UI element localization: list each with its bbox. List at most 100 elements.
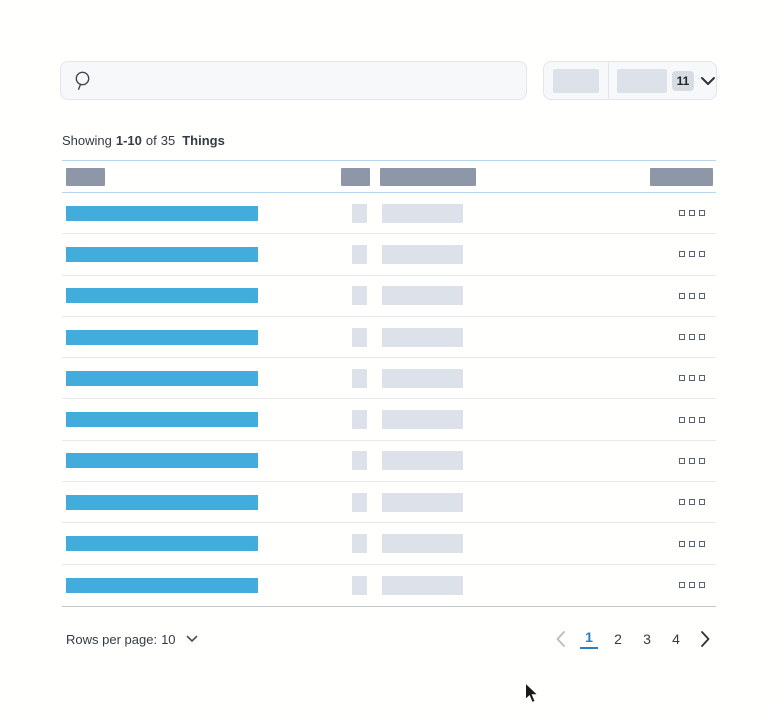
row-value-placeholder <box>382 368 463 388</box>
header-placeholder-col1 <box>66 167 105 186</box>
row-name-placeholder <box>66 370 258 386</box>
ellipsis-dot <box>699 210 705 217</box>
summary-range: 1-10 <box>115 133 142 148</box>
table-row <box>62 482 716 524</box>
row-status-placeholder <box>352 410 367 430</box>
header-placeholder-col4 <box>650 167 713 186</box>
row-name-placeholder <box>66 329 258 345</box>
ellipsis-dot <box>699 251 705 258</box>
row-value-placeholder <box>382 410 463 430</box>
row-actions-menu-button[interactable] <box>677 456 707 466</box>
rows-per-page-value: 10 <box>161 631 176 647</box>
row-value-placeholder <box>382 534 463 554</box>
row-value-placeholder <box>382 451 463 471</box>
ellipsis-dot <box>679 416 685 423</box>
ellipsis-dot <box>699 416 705 423</box>
ellipsis-dot <box>679 457 685 464</box>
count-badge: 11 <box>672 70 694 91</box>
table-row <box>62 565 716 606</box>
page-number-button[interactable]: 1 <box>580 627 598 649</box>
row-name-placeholder <box>66 577 258 593</box>
ellipsis-dot <box>699 292 705 299</box>
ellipsis-dot <box>689 540 695 547</box>
ellipsis-dot <box>699 499 705 506</box>
row-actions-menu-button[interactable] <box>677 291 707 301</box>
ellipsis-dot <box>699 540 705 547</box>
row-name-placeholder <box>66 494 258 510</box>
ellipsis-dot <box>689 375 695 382</box>
summary-entity: Things <box>182 133 225 148</box>
row-actions-menu-button[interactable] <box>677 497 707 507</box>
row-actions-menu-button[interactable] <box>677 208 707 218</box>
table-row <box>62 193 716 235</box>
ellipsis-dot <box>679 582 685 589</box>
table-header-row <box>62 161 716 193</box>
pagination: 1 2 3 4 <box>551 627 714 651</box>
header-placeholder-col3 <box>380 167 476 186</box>
row-actions-menu-button[interactable] <box>677 373 707 383</box>
row-status-placeholder <box>352 286 367 306</box>
search-icon <box>71 69 95 93</box>
chevron-down-icon <box>700 76 716 86</box>
search-input[interactable] <box>95 62 516 99</box>
table-row <box>62 523 716 565</box>
table-row <box>62 358 716 400</box>
summary-of: of <box>145 133 157 148</box>
row-status-placeholder <box>352 327 367 347</box>
summary-prefix: Showing <box>62 133 112 148</box>
row-actions-menu-button[interactable] <box>677 539 707 549</box>
row-value-placeholder <box>382 286 463 306</box>
ellipsis-dot <box>679 292 685 299</box>
ellipsis-dot <box>689 499 695 506</box>
ellipsis-dot <box>689 457 695 464</box>
ellipsis-dot <box>689 251 695 258</box>
row-status-placeholder <box>352 534 367 554</box>
row-value-placeholder <box>382 492 463 512</box>
row-status-placeholder <box>352 451 367 471</box>
row-name-placeholder <box>66 453 258 469</box>
ellipsis-dot <box>679 251 685 258</box>
page-number-button[interactable]: 3 <box>638 627 656 651</box>
ellipsis-dot <box>689 334 695 341</box>
filter-dropdown[interactable]: 11 <box>543 61 717 100</box>
filter-value-placeholder <box>616 68 667 93</box>
ellipsis-dot <box>699 375 705 382</box>
ellipsis-dot <box>679 210 685 217</box>
row-actions-menu-button[interactable] <box>677 332 707 342</box>
ellipsis-dot <box>699 334 705 341</box>
ellipsis-dot <box>699 582 705 589</box>
row-actions-menu-button[interactable] <box>677 415 707 425</box>
data-table <box>62 160 716 607</box>
ellipsis-dot <box>689 582 695 589</box>
row-name-placeholder <box>66 536 258 552</box>
rows-per-page-dropdown[interactable]: Rows per page: 10 <box>62 630 202 649</box>
ellipsis-dot <box>689 416 695 423</box>
table-row <box>62 276 716 317</box>
row-actions-menu-button[interactable] <box>677 249 707 259</box>
page-list: 1 2 3 4 <box>580 627 685 651</box>
row-value-placeholder <box>382 203 463 223</box>
page-number-button[interactable]: 2 <box>609 627 627 651</box>
table-row <box>62 317 716 359</box>
results-summary: Showing 1-10 of 35 Things <box>62 133 225 148</box>
chevron-down-icon <box>186 635 198 643</box>
table-row <box>62 441 716 483</box>
row-status-placeholder <box>352 492 367 512</box>
next-page-button[interactable] <box>696 627 714 651</box>
ellipsis-dot <box>679 540 685 547</box>
row-value-placeholder <box>382 575 463 595</box>
rows-per-page-label: Rows per page: <box>66 631 158 647</box>
ellipsis-dot <box>679 375 685 382</box>
page-number-button[interactable]: 4 <box>667 627 685 651</box>
previous-page-button[interactable] <box>551 627 569 651</box>
table-row <box>62 399 716 441</box>
mouse-cursor <box>524 681 540 710</box>
header-placeholder-col2 <box>341 167 370 186</box>
summary-total: 35 <box>160 133 176 148</box>
table-footer: Rows per page: 10 1 2 3 4 <box>62 624 716 654</box>
ellipsis-dot <box>679 499 685 506</box>
row-actions-menu-button[interactable] <box>677 580 707 590</box>
row-status-placeholder <box>352 244 367 264</box>
ellipsis-dot <box>689 210 695 217</box>
row-name-placeholder <box>66 246 258 262</box>
